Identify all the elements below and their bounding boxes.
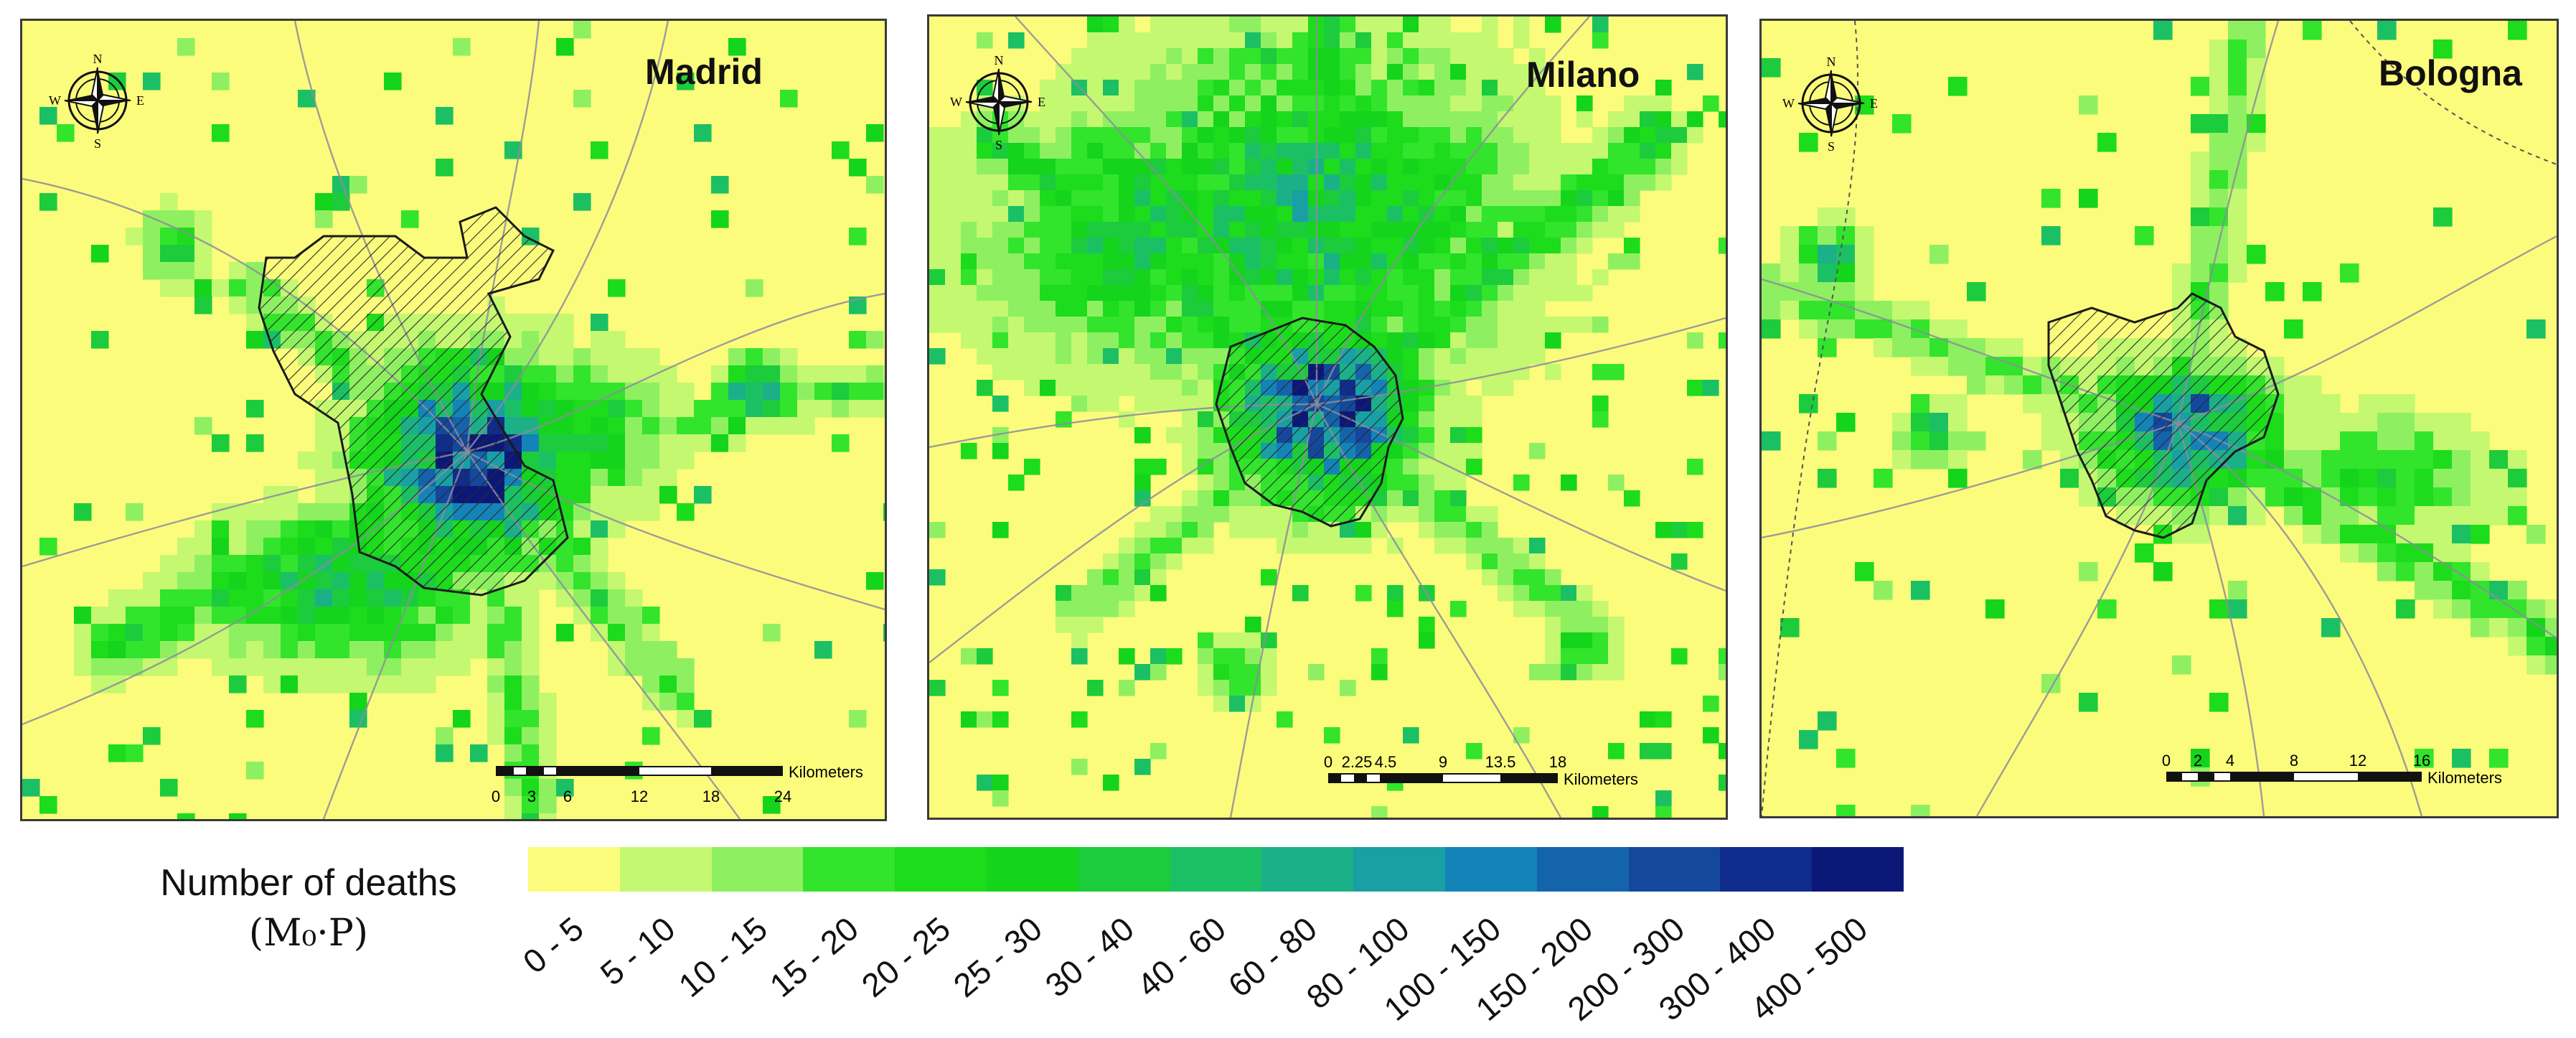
scale-tick: 4.5 — [1375, 753, 1397, 771]
compass-e: E — [1870, 96, 1878, 111]
legend-swatch — [1444, 847, 1537, 892]
scale-tick: 18 — [1549, 753, 1566, 771]
compass-n: N — [995, 53, 1004, 67]
scale-bar: 0 3 6 12 18 24 Kilometers — [492, 763, 863, 805]
scale-bar: 0 2 4 8 12 16 Kilometers — [2162, 752, 2502, 787]
legend-color-ramp — [528, 847, 1904, 892]
scale-tick: 2.25 — [1342, 753, 1373, 771]
legend-swatch — [1170, 847, 1262, 892]
map-panel-milano: Milano N S E W 0 2.25 4.5 9 13.5 18 Kilo… — [927, 14, 1728, 820]
scale-tick: 0 — [2162, 752, 2171, 770]
legend-class-label: 15 - 20 — [763, 910, 866, 1004]
compass-rose-icon: N S E W — [1782, 55, 1878, 154]
legend-class-label: 25 - 30 — [946, 910, 1050, 1004]
scale-unit: Kilometers — [2427, 769, 2502, 787]
legend-class-label: 0 - 5 — [516, 910, 591, 981]
legend-swatch — [895, 847, 987, 892]
scale-tick: 24 — [774, 787, 791, 805]
legend-swatch — [803, 847, 896, 892]
legend-class-label: 10 - 15 — [671, 910, 774, 1004]
compass-e: E — [1038, 95, 1045, 109]
map-milano — [929, 17, 1726, 818]
map-panel-bologna: Bologna N S E W 0 2 4 8 12 16 Kilometers — [1759, 19, 2559, 818]
legend-swatch — [1720, 847, 1813, 892]
legend-swatch — [619, 847, 712, 892]
scale-tick: 12 — [631, 787, 648, 805]
scale-tick: 0 — [1324, 753, 1332, 771]
legend-swatch — [1078, 847, 1170, 892]
scale-tick: 8 — [2290, 752, 2298, 770]
map-panel-madrid: Madrid N S E W 0 3 6 12 18 24 Kilometers — [20, 19, 887, 821]
compass-s: S — [94, 136, 101, 151]
legend-title: Number of deaths (M₀·P) — [108, 858, 509, 958]
compass-rose-icon: N S E W — [49, 52, 144, 151]
map-madrid — [22, 21, 885, 819]
legend-swatch — [711, 847, 804, 892]
scale-unit: Kilometers — [789, 763, 863, 781]
map-bologna — [1762, 21, 2557, 816]
scale-tick: 16 — [2413, 752, 2430, 770]
compass-s: S — [995, 138, 1002, 152]
compass-e: E — [136, 93, 144, 108]
legend-swatch — [1628, 847, 1721, 892]
legend-subtitle: (M₀·P) — [248, 912, 369, 955]
scale-bar: 0 2.25 4.5 9 13.5 18 Kilometers — [1324, 753, 1638, 788]
legend-class-label: 30 - 40 — [1038, 910, 1141, 1004]
scale-tick: 3 — [527, 787, 536, 805]
legend-swatch — [1812, 847, 1904, 892]
legend-class-label: 40 - 60 — [1129, 910, 1233, 1004]
scale-tick: 2 — [2194, 752, 2202, 770]
compass-w: W — [1782, 96, 1795, 111]
admin-border — [1762, 21, 2557, 816]
legend-swatch — [1261, 847, 1354, 892]
compass-rose-icon: N S E W — [950, 53, 1045, 152]
legend-swatch — [986, 847, 1078, 892]
scale-tick: 18 — [702, 787, 720, 805]
panel-title: Bologna — [2379, 53, 2522, 93]
scale-tick: 13.5 — [1485, 753, 1516, 771]
scale-tick: 4 — [2226, 752, 2234, 770]
scale-tick: 6 — [563, 787, 572, 805]
compass-n: N — [1827, 55, 1836, 69]
city-boundary — [2047, 292, 2280, 539]
legend-swatch — [528, 847, 620, 892]
compass-w: W — [950, 95, 962, 109]
legend-class-label: 5 - 10 — [593, 910, 682, 993]
scale-tick: 0 — [492, 787, 500, 805]
panel-title: Milano — [1526, 55, 1640, 95]
panel-title: Madrid — [645, 52, 763, 92]
legend-title-text: Number of deaths — [160, 862, 457, 904]
city-boundary — [258, 206, 569, 597]
scale-unit: Kilometers — [1564, 770, 1638, 788]
legend-swatch — [1353, 847, 1445, 892]
legend-class-label: 20 - 25 — [855, 910, 958, 1004]
scale-tick: 12 — [2349, 752, 2366, 770]
compass-s: S — [1828, 139, 1835, 154]
scale-tick: 9 — [1439, 753, 1447, 771]
city-boundary — [1215, 317, 1404, 528]
legend-swatch — [1536, 847, 1629, 892]
compass-n: N — [93, 52, 103, 66]
compass-w: W — [49, 93, 61, 108]
